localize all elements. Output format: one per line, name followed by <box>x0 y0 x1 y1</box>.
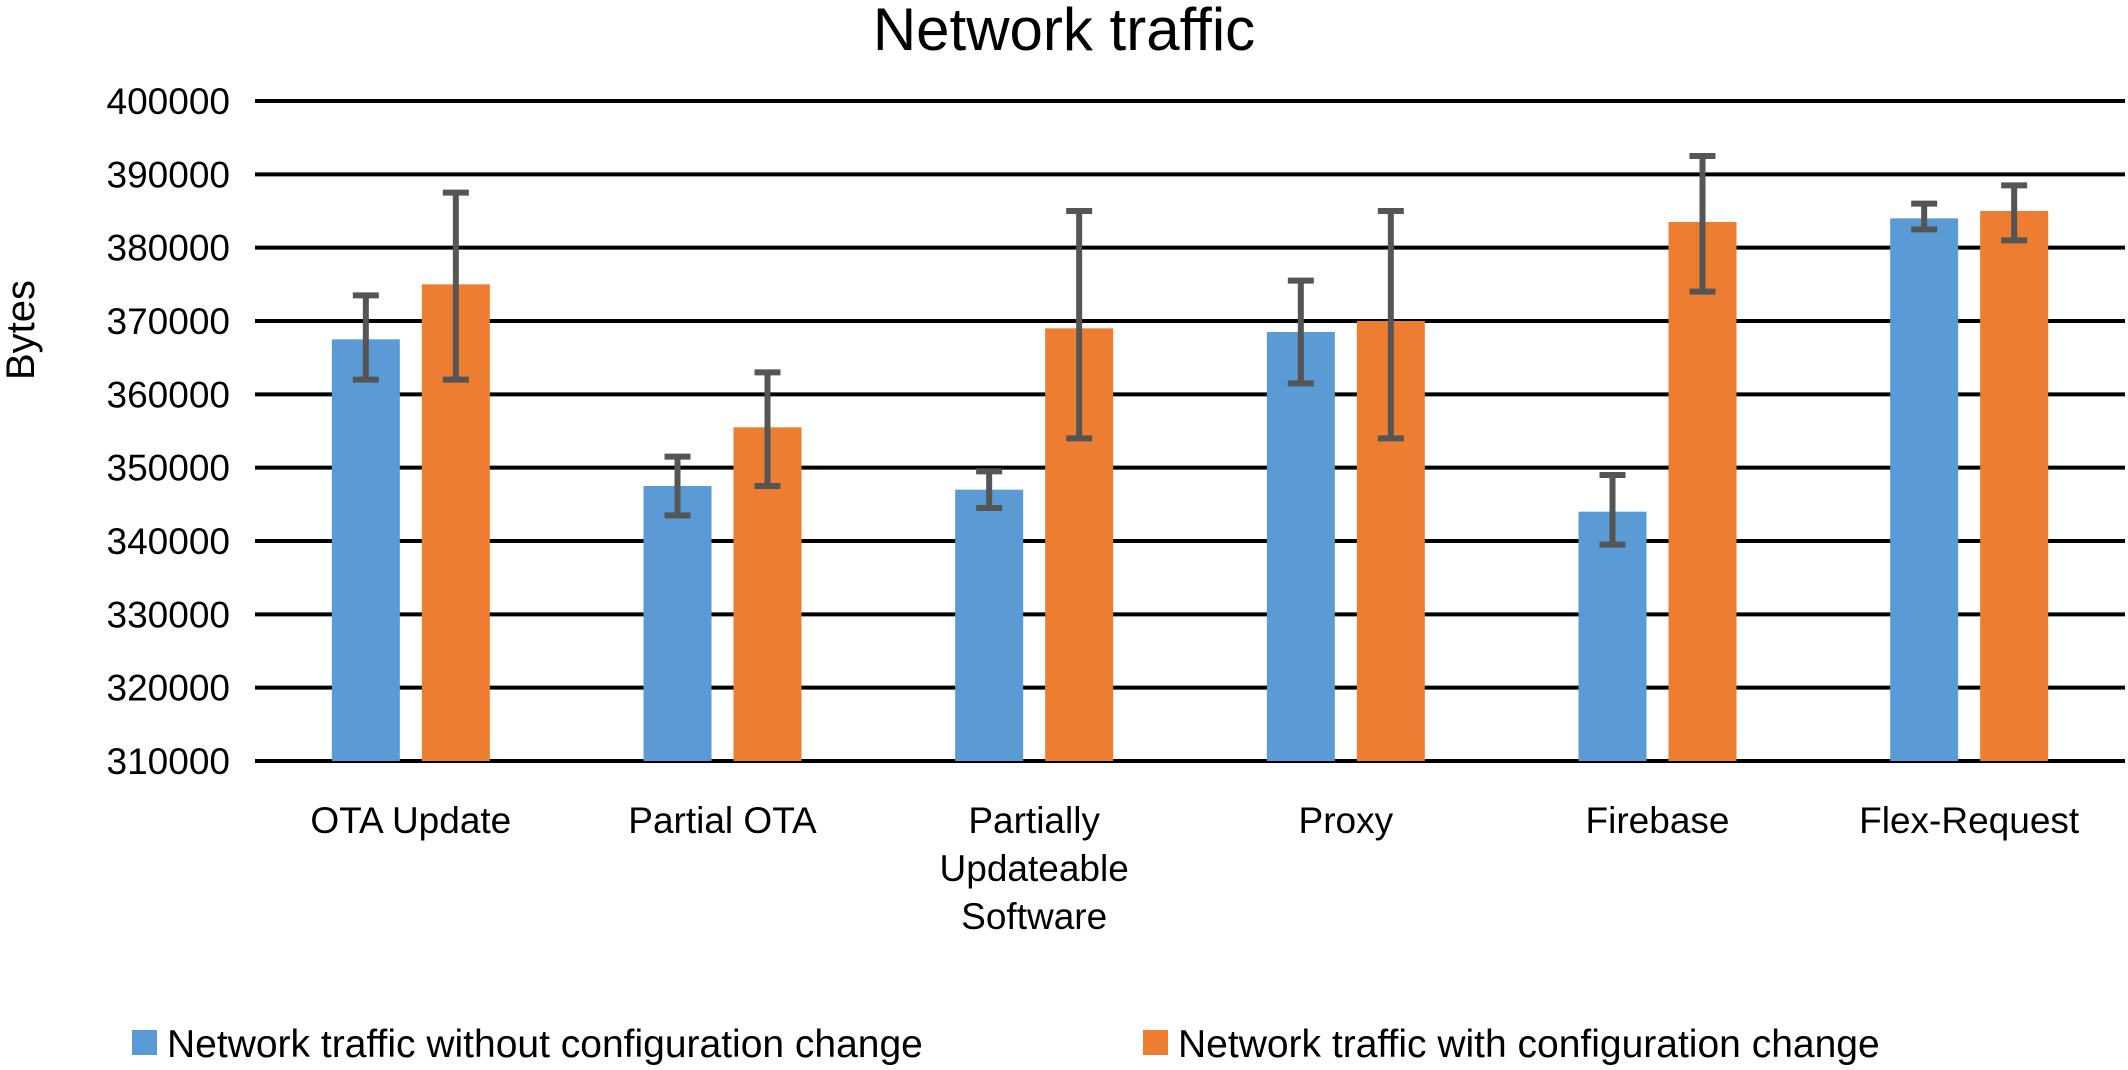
bar-without-config <box>331 339 400 761</box>
gridlines <box>255 99 2125 763</box>
bar-without-config <box>1578 511 1647 761</box>
x-category-label: Flex-Request <box>1859 800 2080 841</box>
y-tick-label: 320000 <box>107 668 230 709</box>
bar-without-config <box>1266 332 1335 761</box>
legend-label: Network traffic without configuration ch… <box>167 1023 923 1066</box>
x-category-label: Proxy <box>1299 800 1394 841</box>
error-bar <box>754 369 781 489</box>
legend: Network traffic without configuration ch… <box>132 1023 1880 1066</box>
x-axis-categories: OTA Update Partial OTA Partially Updateable… <box>310 800 2080 937</box>
legend-label: Network traffic with configuration chang… <box>1178 1023 1880 1066</box>
y-tick-label: 370000 <box>107 301 230 342</box>
bar-without-config <box>1890 218 1959 762</box>
y-axis-title: Bytes <box>0 280 43 380</box>
x-category-label: Partially Updateable Software <box>940 800 1129 937</box>
error-bar <box>1689 153 1716 295</box>
x-category-label: Firebase <box>1586 800 1730 841</box>
bar-with-config <box>1980 211 2049 761</box>
y-tick-label: 310000 <box>107 741 230 782</box>
error-bar <box>1911 200 1938 233</box>
legend-swatch <box>132 1030 157 1055</box>
y-tick-label: 350000 <box>107 448 230 489</box>
x-category-label: OTA Update <box>310 800 511 841</box>
error-bar <box>2001 182 2028 244</box>
error-bar <box>442 189 469 383</box>
bar-with-config <box>1668 222 1737 761</box>
error-bar <box>1066 208 1093 442</box>
bar-without-config <box>643 486 712 761</box>
y-tick-label: 330000 <box>107 594 230 635</box>
y-axis-ticks: 400000 390000 380000 370000 360000 350000 3400… <box>107 81 230 782</box>
y-tick-label: 380000 <box>107 228 230 269</box>
error-bar <box>976 468 1003 511</box>
legend-item: Network traffic with configuration chang… <box>1143 1023 1880 1066</box>
bars <box>331 211 2049 762</box>
y-tick-label: 400000 <box>107 81 230 122</box>
error-bar <box>1599 472 1626 548</box>
y-tick-label: 340000 <box>107 521 230 562</box>
error-bar <box>352 292 379 383</box>
chart-title: Network traffic <box>873 0 1255 63</box>
x-category-label: Partial OTA <box>628 800 817 841</box>
error-bar <box>1377 208 1404 442</box>
y-tick-label: 360000 <box>107 374 230 415</box>
error-bar <box>1287 277 1314 387</box>
legend-item: Network traffic without configuration ch… <box>132 1023 923 1066</box>
error-bars <box>352 153 2028 548</box>
y-tick-label: 390000 <box>107 154 230 195</box>
legend-swatch <box>1143 1030 1168 1055</box>
error-bar <box>664 453 691 519</box>
bar-without-config <box>955 489 1024 761</box>
